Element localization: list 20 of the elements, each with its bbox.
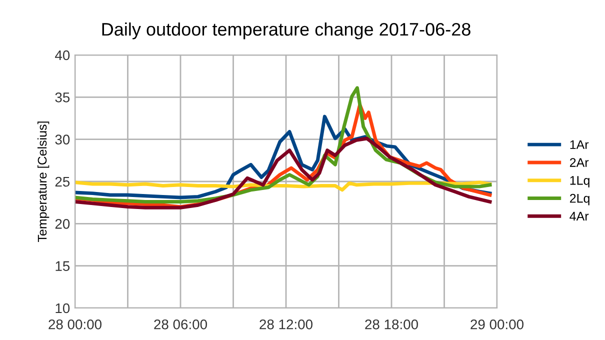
x-tick-label: 28 18:00: [365, 319, 418, 330]
legend-label: 2Ar: [570, 158, 589, 167]
x-tick-label: 28 12:00: [260, 319, 312, 330]
x-tick-label: 28 00:00: [48, 319, 102, 330]
x-tick-label: 28 06:00: [154, 319, 207, 330]
y-tick-label: 30: [55, 134, 70, 145]
legend-label: 2Lq: [570, 194, 590, 206]
y-tick-label: 40: [55, 50, 70, 60]
legend-label: 4Ar: [570, 212, 589, 221]
y-axis-title: Temperature [Celsius]: [37, 122, 50, 242]
legend-label: 1Lq: [570, 176, 590, 188]
y-tick-label: 20: [55, 219, 70, 229]
y-tick-label: 10: [56, 303, 70, 314]
y-tick-label: 25: [55, 176, 70, 187]
x-tick-label: 29 00:00: [470, 319, 524, 330]
y-tick-label: 15: [56, 261, 70, 272]
legend-label: 1Ar: [570, 140, 589, 149]
line-series: [75, 136, 492, 210]
chart-title: Daily outdoor temperature change 2017-06-28: [102, 22, 470, 40]
y-tick-label: 35: [55, 92, 70, 102]
